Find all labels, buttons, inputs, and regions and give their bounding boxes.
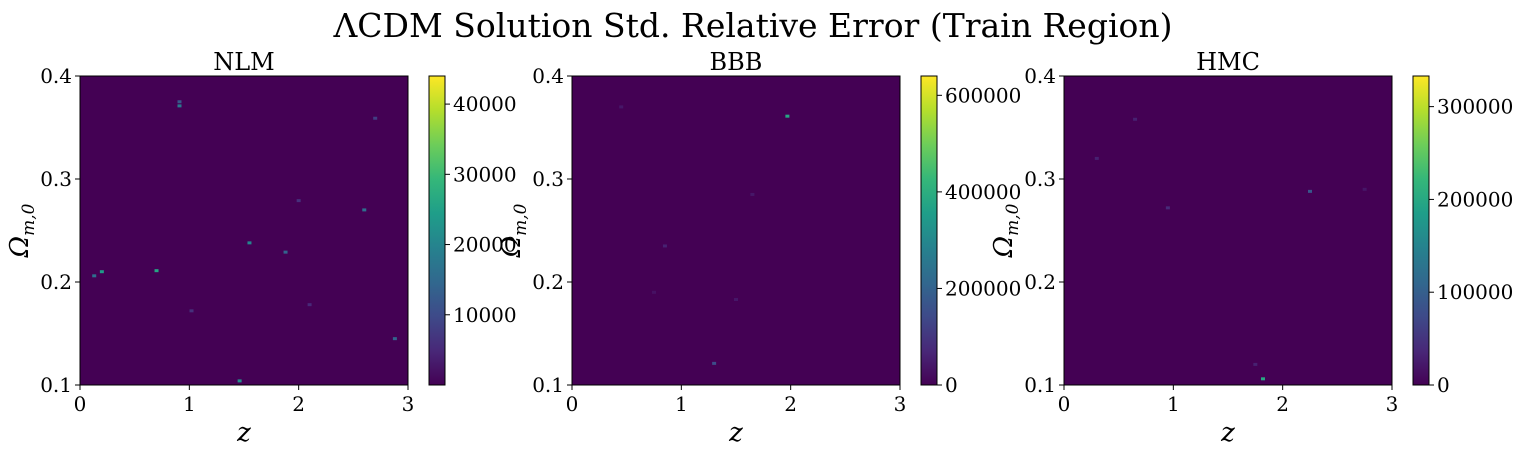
heatmap-cell — [283, 250, 288, 254]
y-tick-label: 0.1 — [40, 373, 72, 397]
y-tick-label: 0.2 — [1024, 270, 1056, 294]
heatmap-cell — [1133, 117, 1138, 121]
x-axis-label: z — [728, 418, 743, 448]
heatmap-cell — [1165, 206, 1170, 210]
x-tick-label: 0 — [74, 392, 87, 416]
x-tick-label: 2 — [784, 392, 797, 416]
colorbar-frame — [1412, 75, 1430, 386]
heatmap-cell — [1260, 377, 1265, 381]
heatmap-cell — [392, 337, 397, 341]
heatmap-cell — [92, 274, 97, 278]
colorbar-tick-label: 300000 — [1437, 95, 1513, 119]
x-tick-label: 3 — [402, 392, 415, 416]
y-tick-label: 0.2 — [40, 270, 72, 294]
heatmap-cell — [237, 379, 242, 383]
panel-hmc: HMC 0 1 2 3 0.1 0.2 0.3 0.4 z Ωm,0 0 100000 200000 300… — [989, 48, 1513, 448]
y-axis-label: Ωm,0 — [989, 203, 1023, 258]
heatmap-cell — [177, 104, 182, 108]
heatmap-cell — [712, 361, 717, 365]
y-tick-label: 0.4 — [532, 64, 564, 88]
colorbar-frame — [920, 75, 938, 386]
colorbar — [429, 76, 445, 385]
heatmap-cell — [1253, 362, 1258, 366]
heatmap-cell — [1362, 187, 1367, 191]
x-tick-label: 1 — [1167, 392, 1180, 416]
panel-bbb: BBB 0 1 2 3 0.1 0.2 0.3 0.4 z Ωm,0 0 200000 400000 600… — [497, 48, 1021, 448]
panel-title: BBB — [710, 48, 763, 76]
x-tick-label: 3 — [1386, 392, 1399, 416]
heatmap-cell — [247, 241, 252, 245]
y-tick-label: 0.3 — [532, 167, 564, 191]
heatmap-cell — [307, 303, 312, 307]
heatmap-cell — [296, 199, 301, 203]
axes-frame — [79, 75, 409, 386]
y-tick-label: 0.1 — [532, 373, 564, 397]
heatmap-cell — [662, 244, 667, 248]
colorbar-tick-label: 100000 — [1437, 280, 1513, 304]
x-tick-label: 1 — [183, 392, 196, 416]
y-axis-label: Ωm,0 — [5, 203, 39, 258]
heatmap-field — [80, 76, 408, 385]
y-tick-label: 0.3 — [1024, 167, 1056, 191]
heatmap-cell — [750, 192, 755, 196]
heatmap-cell — [1308, 189, 1312, 193]
heatmap-field — [572, 76, 900, 385]
y-tick-label: 0.4 — [1024, 64, 1056, 88]
y-tick-label: 0.4 — [40, 64, 72, 88]
heatmap-cell — [362, 208, 367, 212]
colorbar-tick-label: 600000 — [945, 83, 1021, 107]
x-tick-label: 0 — [566, 392, 579, 416]
axes-frame — [1063, 75, 1393, 386]
panel-title: NLM — [213, 48, 275, 76]
colorbar-tick-label: 200000 — [945, 276, 1021, 300]
heatmap-cell — [785, 114, 790, 118]
y-tick-label: 0.3 — [40, 167, 72, 191]
heatmap-cell — [154, 269, 159, 273]
colorbar-tick-label: 200000 — [1437, 187, 1513, 211]
heatmap-cell — [177, 100, 182, 104]
x-axis-label: z — [1220, 418, 1235, 448]
colorbar — [1413, 76, 1429, 385]
y-tick-label: 0.1 — [1024, 373, 1056, 397]
x-axis-label: z — [236, 418, 251, 448]
heatmap-cell — [619, 105, 624, 109]
heatmap-cell — [652, 290, 656, 294]
colorbar-tick-label: 40000 — [453, 92, 517, 116]
colorbar-tick-label: 400000 — [945, 180, 1021, 204]
figure-suptitle: ΛCDM Solution Std. Relative Error (Train… — [332, 6, 1172, 45]
heatmap-field — [1064, 76, 1392, 385]
panel-nlm: NLM 0 1 2 3 0.1 0.2 0.3 0.4 z Ωm,0 10000 20000 30000 4… — [5, 48, 517, 448]
colorbar-tick-label: 30000 — [453, 162, 517, 186]
x-tick-label: 0 — [1058, 392, 1071, 416]
heatmap-cell — [734, 298, 738, 302]
colorbar-tick-label: 10000 — [453, 303, 517, 327]
colorbar-tick-label: 0 — [1437, 373, 1450, 397]
heatmap-cell — [189, 309, 194, 313]
panel-title: HMC — [1196, 48, 1260, 76]
x-tick-label: 2 — [292, 392, 305, 416]
heatmap-cell — [1094, 156, 1099, 160]
y-axis-label: Ωm,0 — [497, 203, 531, 258]
x-tick-label: 1 — [675, 392, 688, 416]
x-tick-label: 3 — [894, 392, 907, 416]
colorbar-frame — [428, 75, 446, 386]
heatmap-cell — [99, 270, 104, 274]
colorbar-tick-label: 0 — [945, 373, 958, 397]
y-tick-label: 0.2 — [532, 270, 564, 294]
colorbar — [921, 76, 937, 385]
x-tick-label: 2 — [1276, 392, 1289, 416]
colorbar-tick-label: 20000 — [453, 233, 517, 257]
axes-frame — [571, 75, 901, 386]
heatmap-cell — [373, 116, 378, 120]
